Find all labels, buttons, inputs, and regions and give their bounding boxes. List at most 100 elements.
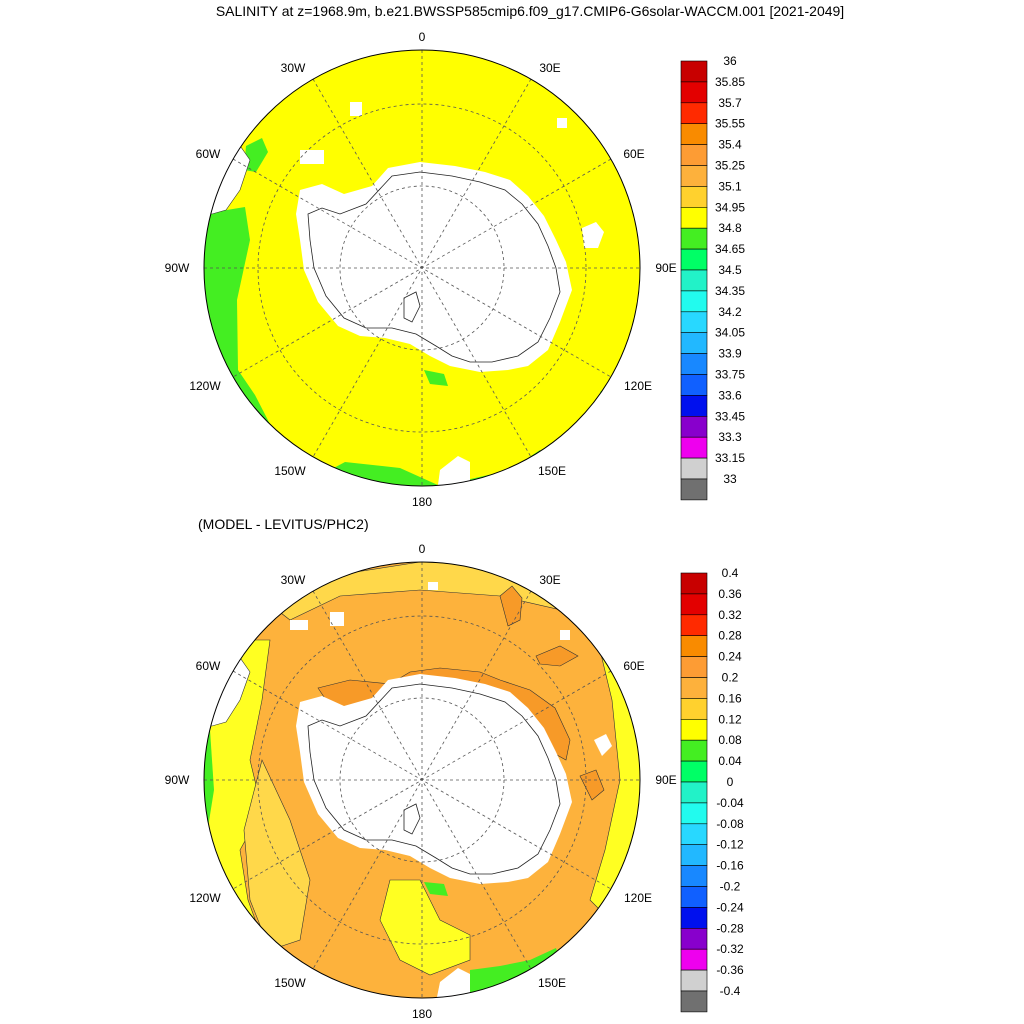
colorbar-label: 0.2: [722, 671, 739, 685]
colorbar-swatch: [680, 165, 708, 187]
colorbar-swatch: [680, 415, 708, 438]
land-nz: [436, 968, 470, 998]
colorbar-label: 33: [723, 472, 737, 486]
missing-patch: [350, 102, 362, 116]
antarctica: [296, 674, 572, 884]
colorbar-label: 35.4: [718, 138, 742, 152]
green-region-amundsen: [424, 370, 448, 386]
lon-label-150w: 150W: [274, 976, 306, 990]
colorbar-swatch: [680, 572, 708, 595]
colorbar-label: 0.12: [718, 712, 742, 726]
missing-patch: [290, 620, 308, 630]
green-region-peninsula: [244, 138, 268, 172]
map-boundary: [203, 49, 641, 487]
lon-label-30w: 30W: [281, 61, 306, 75]
colorbar-swatch: [680, 677, 708, 699]
lon-labels-bottom: 0 30E 60E 90E 120E 150E 180 150W 120W 90…: [165, 542, 677, 1021]
lon-label-150w: 150W: [274, 464, 306, 478]
lon-labels-top: 0 30E 60E 90E 120E 150E 180 150W 120W 90…: [165, 30, 677, 509]
colorbar-label: 0: [727, 775, 734, 789]
colorbar-swatch: [680, 927, 708, 950]
colorbar-swatch: [680, 248, 708, 271]
colorbar-label: 0.16: [718, 691, 742, 705]
colorbar-label: -0.32: [716, 942, 744, 956]
colorbar-swatch: [680, 269, 708, 292]
lon-label-180: 180: [412, 495, 432, 509]
colorbar-swatch: [680, 990, 708, 1013]
colorbar-label: 34.8: [718, 221, 742, 235]
graticule: [204, 562, 640, 998]
diff-band-high-blob: [535, 645, 579, 667]
colorbar-swatch: [680, 374, 708, 396]
difference-title: (MODEL - LEVITUS/PHC2): [198, 516, 369, 532]
colorbar-swatch: [680, 290, 708, 313]
colorbar-swatch: [680, 436, 708, 459]
diff-green-west: [204, 730, 214, 840]
colorbar-label: 35.25: [715, 159, 745, 173]
colorbar-label: 34.95: [715, 200, 745, 214]
colorbar-swatch: [680, 102, 708, 125]
ross-ice-coast: [403, 803, 421, 835]
lon-label-120w: 120W: [189, 891, 221, 905]
graticule: [204, 50, 640, 486]
antarctica: [296, 162, 572, 372]
colorbar-label: 34.65: [715, 242, 745, 256]
coastline: [307, 171, 561, 363]
colorbar-label: 33.3: [718, 430, 742, 444]
colorbar-label: 35.55: [715, 117, 745, 131]
colorbar-label: 0.08: [718, 733, 742, 747]
diff-green-amundsen: [424, 882, 448, 896]
colorbar-bottom: 0.4 0.36 0.32 0.28 0.24 0.2 0.16 0.12 0.08 0.04 0 -…: [680, 566, 744, 1013]
land-nz: [436, 456, 470, 486]
lon-label-0: 0: [419, 542, 426, 556]
colorbar-label: 33.45: [715, 409, 745, 423]
lon-label-90w: 90W: [165, 261, 190, 275]
lon-label-60e: 60E: [623, 659, 644, 673]
missing-patch: [300, 150, 324, 164]
lon-label-150e: 150E: [538, 464, 566, 478]
colorbar-label: -0.16: [716, 859, 744, 873]
figure-title: SALINITY at z=1968.9m, b.e21.BWSSP585cmi…: [216, 3, 844, 19]
colorbar-label: -0.04: [716, 796, 744, 810]
lon-label-90e: 90E: [655, 773, 676, 787]
colorbar-swatch: [680, 207, 708, 229]
colorbar-swatch: [680, 457, 708, 480]
colorbar-swatch: [680, 60, 708, 83]
lon-label-30e: 30E: [539, 573, 560, 587]
lon-label-120e: 120E: [624, 891, 652, 905]
colorbar-label: 0.24: [718, 650, 742, 664]
colorbar-swatch: [680, 614, 708, 636]
lon-label-30w: 30W: [281, 573, 306, 587]
salinity-difference-map: [203, 561, 641, 999]
lon-label-30e: 30E: [539, 61, 560, 75]
lon-label-150e: 150E: [538, 976, 566, 990]
missing-patch: [428, 582, 438, 590]
colorbar-swatch: [680, 123, 708, 145]
colorbar-label: 33.15: [715, 451, 745, 465]
colorbar-swatch: [680, 969, 708, 992]
colorbar-label: 36: [723, 54, 737, 68]
colorbar-swatch: [680, 823, 708, 845]
colorbar-swatch: [680, 718, 708, 741]
colorbar-swatch: [680, 593, 708, 616]
colorbar-swatch: [680, 865, 708, 887]
diff-band-low-ross: [379, 879, 471, 976]
colorbar-swatch: [680, 739, 708, 762]
lon-label-90w: 90W: [165, 773, 190, 787]
colorbar-swatch: [680, 332, 708, 354]
colorbar-label: -0.08: [716, 817, 744, 831]
colorbar-swatch: [680, 656, 708, 678]
missing-patch: [582, 222, 604, 248]
colorbar-swatch: [680, 311, 708, 333]
colorbar-swatch: [680, 844, 708, 866]
colorbar-label: 35.1: [718, 179, 742, 193]
colorbar-swatch: [680, 227, 708, 250]
coastline: [307, 683, 561, 875]
lon-label-120e: 120E: [624, 379, 652, 393]
colorbar-swatch: [680, 948, 708, 971]
missing-patch: [560, 630, 570, 640]
colorbar-label: -0.36: [716, 963, 744, 977]
colorbar-label: 0.28: [718, 629, 742, 643]
colorbar-swatch: [680, 760, 708, 783]
colorbar-swatch: [680, 81, 708, 104]
